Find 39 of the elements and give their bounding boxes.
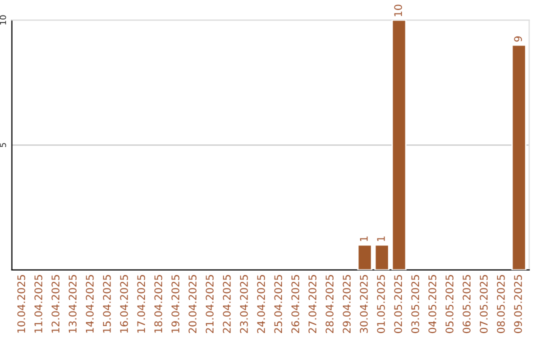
x-tick-label: 20.04.2025 <box>188 275 196 334</box>
bar <box>391 20 407 270</box>
x-tick-label: 22.04.2025 <box>222 275 231 334</box>
x-tick-label: 02.05.2025 <box>394 275 402 334</box>
x-tick-label: 24.04.2025 <box>257 275 265 334</box>
x-tick-label: 14.04.2025 <box>86 275 94 333</box>
x-tick-label: 06.05.2025 <box>462 275 471 334</box>
x-tick-label: 18.04.2025 <box>154 275 162 333</box>
x-tick-label: 17.04.2025 <box>137 275 146 333</box>
data-label: 1 <box>360 236 368 242</box>
data-label: 10 <box>394 4 402 16</box>
x-tick-label: 30.04.2025 <box>360 275 368 333</box>
bar <box>511 44 526 270</box>
x-tick-label: 21.04.2025 <box>206 275 214 334</box>
x-tick-label: 09.05.2025 <box>514 275 522 334</box>
x-tick-label: 25.04.2025 <box>274 275 282 334</box>
x-tick-label: 29.04.2025 <box>342 275 351 334</box>
x-tick-label: 05.05.2025 <box>446 275 454 334</box>
x-tick-label: 07.05.2025 <box>480 275 488 334</box>
x-tick-label: 15.04.2025 <box>102 275 111 333</box>
x-tick-label: 01.05.2025 <box>377 275 385 334</box>
x-tick-label: 28.04.2025 <box>326 275 334 334</box>
data-label: 1 <box>377 236 385 242</box>
bar <box>357 244 372 270</box>
x-tick-label: 26.04.2025 <box>291 275 300 334</box>
x-tick-label: 04.05.2025 <box>428 275 436 334</box>
y-tick-label: 5 <box>0 143 6 148</box>
x-tick-label: 13.04.2025 <box>68 275 77 333</box>
x-tick-label: 16.04.2025 <box>120 275 128 333</box>
x-tick-label: 19.04.2025 <box>171 275 180 333</box>
x-tick-label: 03.05.2025 <box>411 275 420 334</box>
x-tick-label: 12.04.2025 <box>52 275 60 333</box>
bar <box>374 244 390 270</box>
x-tick-label: 10.04.2025 <box>17 275 26 333</box>
x-tick-label: 23.04.2025 <box>240 275 248 334</box>
x-tick-label: 08.05.2025 <box>496 275 505 334</box>
x-tick-label: 11.04.2025 <box>34 275 42 333</box>
data-label: 9 <box>514 36 522 42</box>
x-tick-label: 27.04.2025 <box>308 275 316 334</box>
